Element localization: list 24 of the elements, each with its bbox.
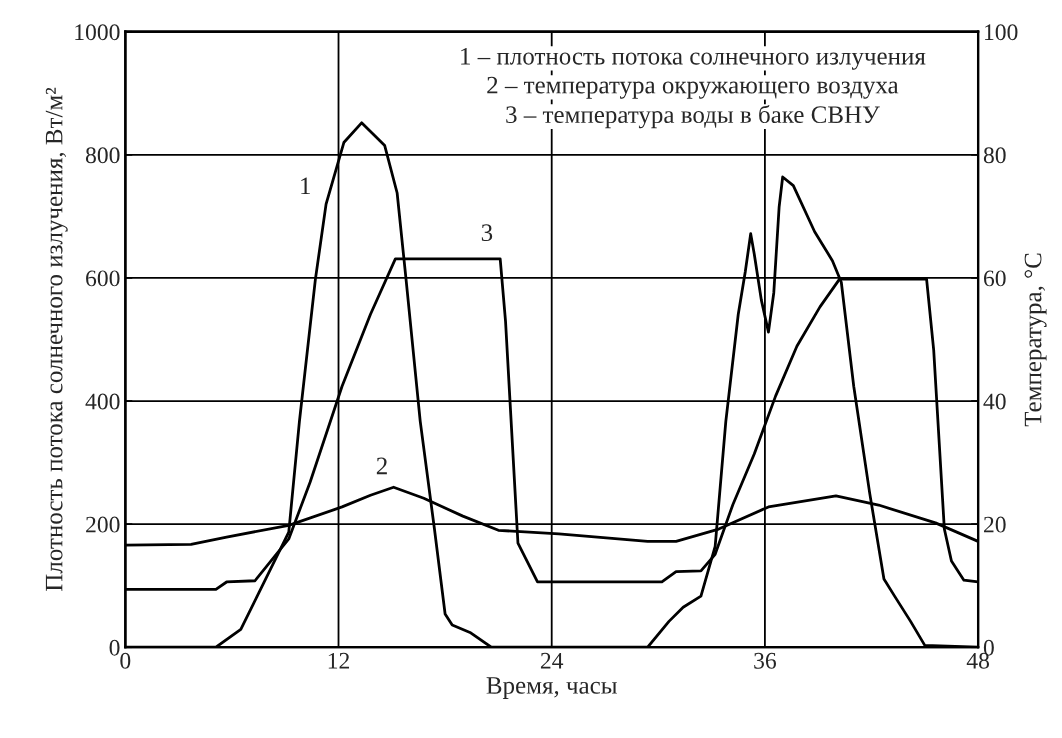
- annotation: 1: [301, 177, 310, 195]
- y-tick-label: 800: [85, 147, 120, 164]
- y2-tick-label: 40: [983, 393, 1006, 410]
- x-tick-label: 12: [328, 652, 350, 669]
- y-tick-label: 400: [85, 393, 120, 410]
- y2-axis-title: Температура, °С: [1024, 253, 1047, 427]
- x-tick-label: 24: [540, 652, 564, 669]
- y2-tick-label: 80: [983, 147, 1006, 164]
- y-tick-label: 1000: [75, 24, 120, 41]
- y2-tick-label: 60: [983, 270, 1006, 287]
- y-axis-title: Плотность потока солнечного излучения, Вт/м²: [45, 87, 68, 591]
- annotation: 3: [481, 224, 493, 242]
- x-tick-label: 36: [754, 652, 777, 669]
- x-tick-label: 0: [120, 652, 131, 669]
- y-tick-label: 200: [86, 516, 120, 533]
- y-tick-label: 0: [109, 639, 120, 656]
- x-axis-title: Время, часы: [486, 677, 617, 699]
- y-tick-label: 600: [86, 270, 120, 287]
- y2-tick-label: 20: [984, 516, 1006, 533]
- annotation: 3 – температура воды в баке СВНУ: [506, 104, 880, 129]
- annotation: 2 – температура окружающего воздуха: [487, 76, 899, 99]
- annotation: 1 – плотность потока солнечного излучения: [461, 47, 926, 70]
- annotation: 2: [376, 457, 387, 475]
- y2-tick-label: 100: [985, 24, 1018, 41]
